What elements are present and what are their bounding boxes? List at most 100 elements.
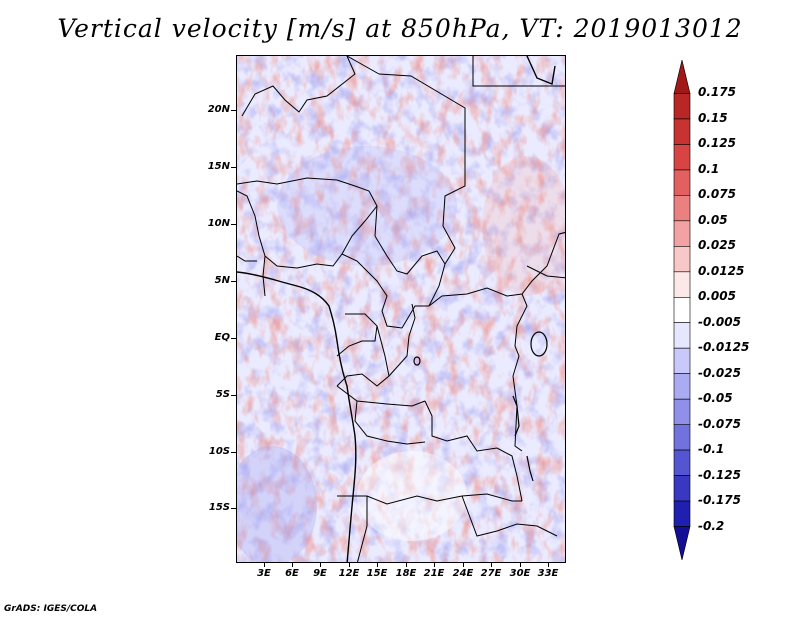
colorbar-label: -0.1 xyxy=(698,442,725,457)
boundary-angola xyxy=(354,400,426,445)
colorbar-label: -0.125 xyxy=(698,467,741,482)
lon-tick xyxy=(264,563,265,567)
colorbar xyxy=(673,60,691,560)
colorbar-label: -0.175 xyxy=(698,493,741,508)
weak-motion-region xyxy=(357,451,467,541)
boundary-zambia-south xyxy=(461,495,558,537)
colorbar-segment xyxy=(673,246,691,273)
lon-label-12e: 12E xyxy=(338,568,360,579)
lake-malawi xyxy=(526,455,534,482)
colorbar-segment xyxy=(673,220,691,247)
colorbar-segment xyxy=(673,296,691,324)
boundary-congo xyxy=(336,325,390,387)
lon-label-24e: 24E xyxy=(452,568,474,579)
colorbar-segment xyxy=(673,169,691,196)
colorbar-segment xyxy=(673,322,691,349)
lat-label-eq: EQ xyxy=(214,332,230,343)
boundary-libya-egypt xyxy=(472,56,565,87)
lon-tick xyxy=(406,563,407,567)
colorbar-segment xyxy=(673,118,691,145)
subsidence-region-atlantic xyxy=(237,446,317,562)
boundary-car-congo xyxy=(401,305,429,329)
colorbar-label: -0.05 xyxy=(698,391,733,406)
lon-tick xyxy=(292,563,293,567)
boundary-drc-east xyxy=(512,293,528,452)
colorbar-segment xyxy=(673,398,691,425)
colorbar-segment xyxy=(673,475,691,502)
lat-label-15n: 15N xyxy=(207,161,230,172)
colorbar-label: 0.1 xyxy=(698,161,720,176)
colorbar-label: 0.0125 xyxy=(698,263,745,278)
lon-tick xyxy=(491,563,492,567)
lat-tick xyxy=(231,395,236,396)
lat-tick xyxy=(231,224,236,225)
boundary-chad-car xyxy=(374,235,446,275)
lat-tick xyxy=(231,281,236,282)
boundary-niger-north xyxy=(346,56,380,75)
lat-label-5n: 5N xyxy=(214,275,230,286)
lon-label-15e: 15E xyxy=(366,568,388,579)
colorbar-label: 0.05 xyxy=(698,212,728,227)
colorbar-label: -0.2 xyxy=(698,518,725,533)
colorbar-label: 0.15 xyxy=(698,110,728,125)
lat-label-15s: 15S xyxy=(208,502,230,513)
lon-label-9e: 9E xyxy=(313,568,327,579)
lat-tick xyxy=(231,452,236,453)
lon-label-30e: 30E xyxy=(509,568,531,579)
lon-tick xyxy=(434,563,435,567)
boundary-car-south xyxy=(428,231,565,307)
boundary-benin xyxy=(262,255,266,297)
colorbar-segment xyxy=(673,347,691,374)
colorbar-label: 0.075 xyxy=(698,187,736,202)
boundary-angola-north xyxy=(336,385,426,407)
lat-tick xyxy=(231,338,236,339)
lake-tanganyika xyxy=(512,395,520,437)
lakes xyxy=(413,331,548,482)
lat-label-10s: 10S xyxy=(208,446,230,457)
map-plot-area xyxy=(236,55,566,563)
lon-tick xyxy=(548,563,549,567)
colorbar-label: 0.005 xyxy=(698,289,736,304)
lat-label-5s: 5S xyxy=(215,389,230,400)
boundary-nigeria xyxy=(237,190,378,269)
upward-motion-field xyxy=(237,56,565,562)
boundary-ethiopia xyxy=(558,231,565,235)
colorbar-segment xyxy=(673,271,691,298)
boundary-drc-south xyxy=(424,400,523,502)
boundary-south-sudan xyxy=(526,265,565,279)
colorbar-label: 0.025 xyxy=(698,238,736,253)
ascent-region-sudan xyxy=(482,156,565,296)
lon-tick xyxy=(520,563,521,567)
coastline xyxy=(237,56,556,562)
lat-tick xyxy=(231,110,236,111)
chart-title: Vertical velocity [m/s] at 850hPa, VT: 2… xyxy=(57,14,743,43)
colorbar-label: -0.075 xyxy=(698,416,741,431)
lon-label-27e: 27E xyxy=(480,568,502,579)
boundary-sahel-south xyxy=(237,177,378,237)
lake-victoria xyxy=(530,331,548,357)
lon-label-18e: 18E xyxy=(395,568,417,579)
colorbar-segment xyxy=(673,373,691,400)
boundary-angola-namibia xyxy=(357,496,368,562)
lon-tick xyxy=(463,563,464,567)
colorbar-label: -0.005 xyxy=(698,314,741,329)
boundary-cameroon xyxy=(341,253,403,329)
colorbar-segment xyxy=(673,93,691,120)
lon-tick xyxy=(349,563,350,567)
red-sea-coast xyxy=(526,56,556,85)
velocity-field-map xyxy=(237,56,565,562)
lat-tick xyxy=(231,508,236,509)
boundary-chad-west xyxy=(378,73,466,307)
boundary-north xyxy=(241,56,356,117)
subsidence-region-sahel xyxy=(277,146,457,266)
country-boundaries xyxy=(237,56,565,562)
lake-small xyxy=(413,356,421,366)
lon-tick xyxy=(320,563,321,567)
lon-label-21e: 21E xyxy=(423,568,445,579)
lon-tick xyxy=(377,563,378,567)
boundary-zambia-north xyxy=(337,493,522,505)
boundary-ghana xyxy=(237,255,257,262)
lon-label-3e: 3E xyxy=(257,568,271,579)
lon-label-6e: 6E xyxy=(285,568,299,579)
lon-label-33e: 33E xyxy=(537,568,559,579)
